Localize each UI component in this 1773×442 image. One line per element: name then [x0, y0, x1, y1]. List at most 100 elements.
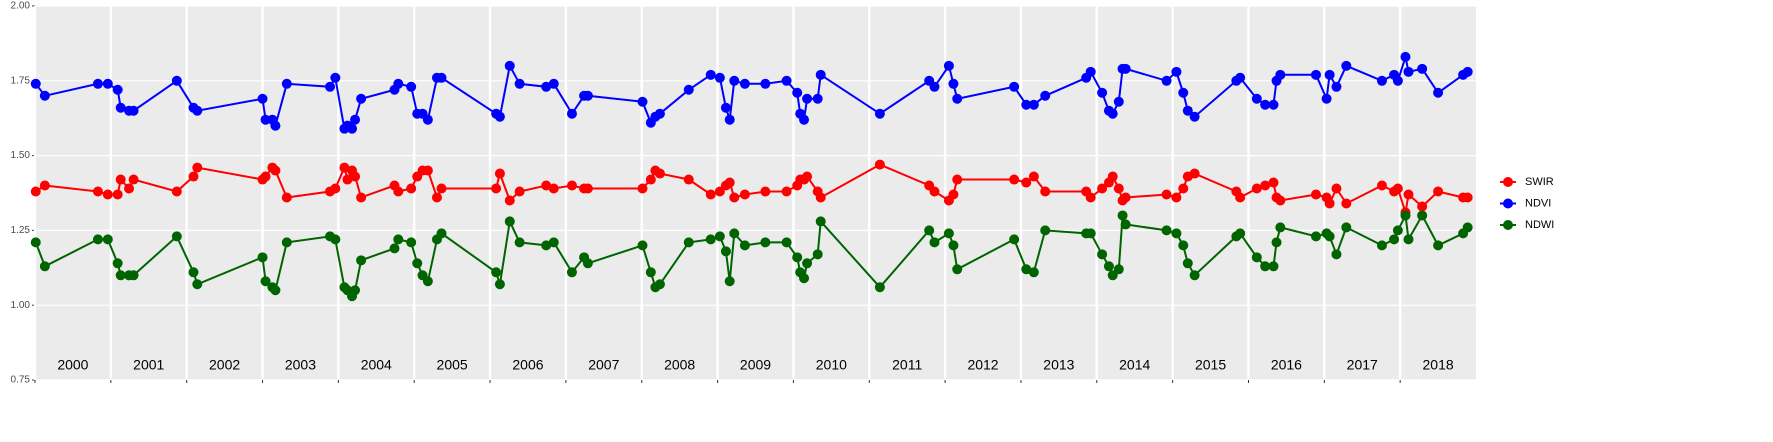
point: [683, 174, 694, 185]
point: [514, 186, 525, 197]
point: [952, 93, 963, 104]
point: [1376, 180, 1387, 191]
point: [422, 114, 433, 125]
point: [92, 186, 103, 197]
point: [1085, 228, 1096, 239]
point: [192, 162, 203, 173]
point: [1341, 222, 1352, 233]
point: [760, 78, 771, 89]
legend-marker: [1503, 220, 1513, 230]
point: [1040, 90, 1051, 101]
point: [566, 180, 577, 191]
point: [1417, 201, 1428, 212]
point: [924, 225, 935, 236]
point: [943, 60, 954, 71]
point: [1462, 192, 1473, 203]
point: [1161, 225, 1172, 236]
point: [270, 285, 281, 296]
x-tick-label: 2012: [967, 357, 998, 373]
point: [1009, 234, 1020, 245]
point: [929, 186, 940, 197]
point: [1260, 180, 1271, 191]
point: [347, 123, 358, 134]
point: [1433, 240, 1444, 251]
x-tick-label: 2004: [361, 357, 392, 373]
point: [171, 75, 182, 86]
point: [724, 177, 735, 188]
point: [1040, 186, 1051, 197]
point: [1178, 240, 1189, 251]
point: [1433, 87, 1444, 98]
point: [1389, 234, 1400, 245]
point: [514, 237, 525, 248]
point: [1097, 183, 1108, 194]
point: [270, 120, 281, 131]
point: [92, 234, 103, 245]
point: [1028, 171, 1039, 182]
point: [1462, 222, 1473, 233]
y-tick-label: 1.00: [11, 300, 31, 311]
point: [929, 81, 940, 92]
point: [1310, 189, 1321, 200]
x-tick-label: 2010: [816, 357, 847, 373]
point: [582, 183, 593, 194]
point: [802, 171, 813, 182]
point: [1120, 192, 1131, 203]
point: [1235, 72, 1246, 83]
point: [325, 81, 336, 92]
point: [1392, 225, 1403, 236]
x-tick-label: 2003: [285, 357, 316, 373]
point: [1113, 264, 1124, 275]
point: [683, 84, 694, 95]
point: [1268, 177, 1279, 188]
point: [566, 108, 577, 119]
point: [1275, 195, 1286, 206]
point: [393, 78, 404, 89]
point: [1107, 171, 1118, 182]
point: [115, 174, 126, 185]
point: [281, 192, 292, 203]
point: [30, 78, 41, 89]
point: [494, 279, 505, 290]
point: [514, 78, 525, 89]
point: [1275, 69, 1286, 80]
point: [1021, 177, 1032, 188]
point: [1331, 81, 1342, 92]
point: [799, 114, 810, 125]
point: [724, 114, 735, 125]
point: [1400, 51, 1411, 62]
point: [548, 183, 559, 194]
point: [112, 84, 123, 95]
point: [128, 270, 139, 281]
x-tick-label: 2015: [1195, 357, 1226, 373]
point: [1021, 99, 1032, 110]
point: [1178, 183, 1189, 194]
point: [192, 279, 203, 290]
point: [171, 231, 182, 242]
point: [393, 186, 404, 197]
point: [1009, 81, 1020, 92]
point: [729, 228, 740, 239]
point: [1085, 66, 1096, 77]
point: [739, 240, 750, 251]
point: [436, 228, 447, 239]
point: [802, 258, 813, 269]
point: [330, 72, 341, 83]
point: [1113, 183, 1124, 194]
point: [1324, 69, 1335, 80]
point: [802, 93, 813, 104]
point: [637, 240, 648, 251]
point: [1400, 210, 1411, 221]
point: [491, 183, 502, 194]
point: [281, 78, 292, 89]
point: [1117, 210, 1128, 221]
point: [1235, 228, 1246, 239]
x-tick-label: 2008: [664, 357, 695, 373]
x-tick-label: 2013: [1043, 357, 1074, 373]
legend-label: SWIR: [1525, 176, 1554, 188]
point: [356, 93, 367, 104]
point: [582, 258, 593, 269]
point: [406, 183, 417, 194]
point: [1403, 66, 1414, 77]
point: [406, 237, 417, 248]
